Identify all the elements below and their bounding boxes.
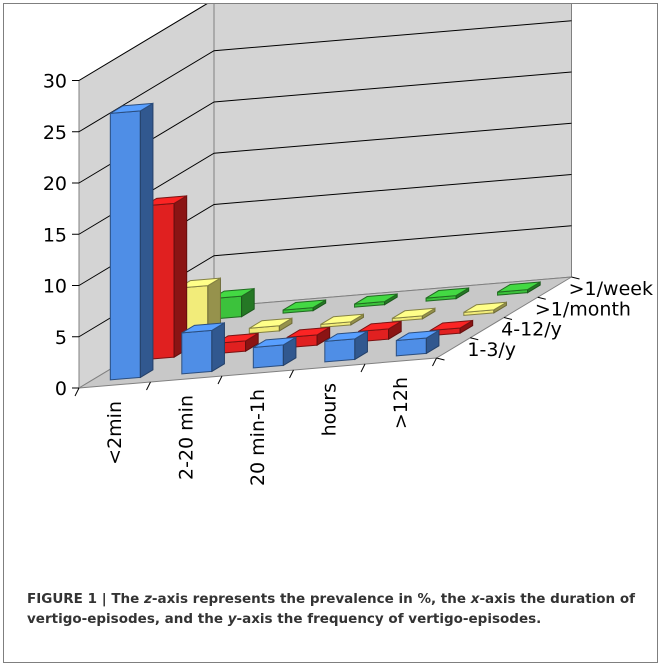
caption-axis-letter: z [144,591,152,607]
bar-side [139,102,154,379]
bar-top [253,336,297,348]
y-series-label: 1-3/y [467,339,516,361]
bar-top [358,320,402,332]
bar-top [497,281,541,293]
z-tick-label: 0 [55,378,67,400]
figure-caption: FIGURE 1 | The z-axis represents the pre… [27,589,647,629]
caption-text: -axis the duration of vertigo-episodes, … [27,591,636,627]
caption-text: The [111,591,145,607]
y-tick [436,357,445,361]
figure-frame: 0 5 10 15 20 25 30 <2min 2-20 min 20 min-1h hours >… [3,3,658,663]
bar-top [181,322,225,334]
bar-top [320,313,364,325]
bar-top [324,330,368,342]
bar-top [354,293,398,305]
bar-front [181,329,213,375]
x-tick [146,381,151,391]
bar-side [211,321,225,373]
gridline [78,20,572,133]
caption-text: -axis represents the prevalence in %, th… [151,591,471,607]
bar-front [252,344,284,369]
gridline [78,4,208,81]
x-category-label: 20 min-1h [247,389,269,486]
bar-front [109,110,141,381]
z-tick-label: 5 [55,327,67,349]
bar-top [425,287,469,299]
bar-top [463,301,507,313]
y-tick [503,317,513,320]
y-tick [537,296,546,300]
x-category-label: 2-20 min [175,395,197,480]
back-wall [213,4,572,308]
x-category-label: hours [318,383,340,436]
caption-text: -axis the frequency of vertigo-episodes. [236,611,542,627]
bar-top [396,329,440,342]
bar-top [110,102,154,114]
bar-front [395,337,427,357]
z-tick-label: 25 [43,122,67,144]
bar-top [392,307,436,319]
caption-axis-letter: y [227,611,237,627]
caption-label: FIGURE 1 | [27,591,112,607]
bar-top [282,299,326,311]
x-tick [432,357,437,367]
y-series-label: >1/week [569,278,653,300]
bar-top [429,319,473,332]
x-tick [74,387,80,397]
y-tick [470,337,479,341]
x-tick [360,363,366,373]
x-category-label: <2min [104,401,126,465]
z-tick-label: 30 [43,71,67,93]
chart-3d-bar: 0 5 10 15 20 25 30 <2min 2-20 min 20 min-1h hours >… [43,4,653,486]
bar-top [286,326,330,338]
z-tick-label: 15 [43,224,67,246]
x-tick [217,375,223,385]
z-tick-label: 10 [43,276,67,298]
z-tick-label: 20 [43,173,67,195]
x-tick [289,369,294,379]
bar-top [249,317,293,329]
caption-axis-letter: x [470,591,480,607]
y-series-label: 4-12/y [501,319,562,341]
x-category-label: >12h [390,377,412,429]
y-tick [571,276,580,280]
bar-front [324,338,356,363]
y-series-label: >1/month [535,298,631,320]
